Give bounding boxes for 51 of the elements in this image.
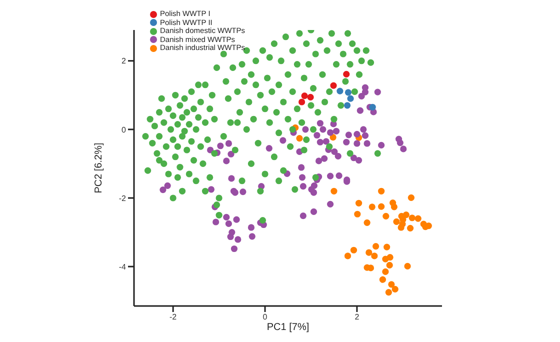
point <box>344 252 352 260</box>
point <box>301 92 308 100</box>
point <box>414 215 422 222</box>
point <box>354 210 361 218</box>
point <box>307 94 314 100</box>
point <box>330 134 336 141</box>
point <box>330 82 337 89</box>
y-axis-title: PC2 [6.2%] <box>94 142 105 194</box>
point <box>392 286 398 292</box>
point <box>355 200 362 206</box>
point <box>372 243 380 250</box>
point <box>382 268 389 276</box>
point <box>347 95 354 102</box>
point <box>378 203 385 210</box>
point <box>344 102 351 109</box>
y-tick-label: -4 <box>118 262 127 272</box>
x-tick-label: 2 <box>354 312 360 322</box>
x-tick-label: 0 <box>262 312 268 322</box>
point <box>382 256 389 262</box>
y-tick-label: 0 <box>122 125 127 134</box>
point <box>398 224 404 231</box>
point <box>296 135 303 142</box>
point <box>336 88 344 94</box>
x-tick-label: -2 <box>170 312 178 322</box>
point <box>368 204 376 210</box>
point <box>298 98 306 106</box>
y-tick-label: -2 <box>118 194 127 203</box>
point <box>371 252 378 260</box>
point <box>404 262 411 270</box>
point <box>393 218 400 225</box>
point <box>382 212 390 220</box>
point <box>402 212 410 218</box>
point <box>388 281 395 288</box>
point <box>378 188 385 194</box>
point <box>364 219 370 226</box>
point <box>344 89 352 96</box>
point <box>406 224 414 232</box>
point <box>386 262 393 268</box>
point <box>366 249 372 256</box>
point <box>408 194 414 201</box>
point <box>330 188 338 194</box>
point <box>350 246 358 254</box>
point <box>385 288 392 296</box>
point <box>343 70 350 78</box>
x-axis-title: PC1 [7%] <box>266 322 310 333</box>
point <box>390 204 398 210</box>
y-tick-label: 2 <box>122 56 127 66</box>
point <box>384 244 390 250</box>
point <box>379 276 386 283</box>
point <box>408 214 416 222</box>
point <box>369 104 376 110</box>
